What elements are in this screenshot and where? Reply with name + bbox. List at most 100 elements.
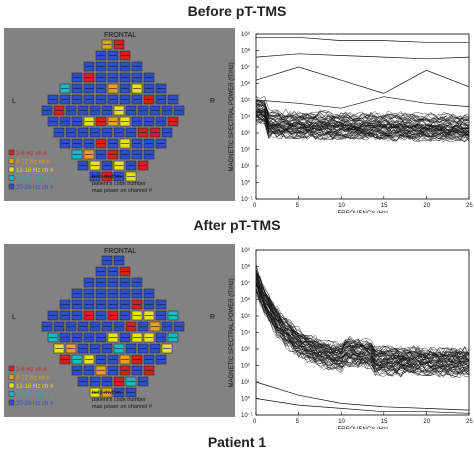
y-tick-label: 10⁰ [241, 180, 251, 187]
spectrum-line [255, 278, 470, 362]
spectrum-line [255, 116, 470, 141]
y-axis-label: MAGNETIC SPECTRAL POWER (fT/Hz) [229, 62, 235, 171]
spectrum-line [255, 118, 470, 142]
before-title: Before pT-TMS [187, 3, 287, 19]
y-tick-label: 10⁶ [241, 81, 251, 88]
x-axis-label: FREQUENCY (Hz) [338, 427, 389, 429]
x-tick-label: 0 [253, 203, 257, 209]
spectrum-line [255, 101, 470, 124]
y-tick-label: 10⁰ [241, 396, 251, 403]
x-tick-label: 20 [423, 419, 430, 425]
legend-swatch [8, 399, 15, 406]
y-tick-label: 10² [241, 364, 250, 370]
y-tick-label: 10⁸ [241, 264, 251, 271]
legend-swatch [8, 175, 15, 181]
sensor-map-svg-after: FRONTAL L R 2-8 Hz ch # 8-12 Hz ch # 12-16… [8, 248, 215, 410]
spectrum-line [255, 282, 470, 371]
y-tick-label: 10⁶ [241, 297, 251, 304]
info-line: max power on channel # [92, 188, 153, 194]
spectrum-line [255, 119, 470, 143]
info-line: beta rhythm [92, 174, 121, 180]
spectrum-line [255, 102, 470, 126]
outlier-line [255, 66, 470, 94]
legend-label: 12-16 Hz ch # [16, 168, 54, 174]
y-tick-label: 10⁷ [241, 280, 250, 287]
y-tick-label: 10¹ [241, 164, 250, 170]
spectrum-line [255, 275, 470, 367]
x-tick-label: 20 [423, 203, 430, 209]
spectrum-line [255, 287, 469, 378]
spectrum-line [255, 100, 470, 126]
band-legend: 2-8 Hz ch # 8-12 Hz ch # 12-16 Hz ch # 16-2… [8, 149, 54, 191]
frontal-label: FRONTAL [104, 32, 136, 39]
info-line: patient's code number [92, 181, 146, 187]
spectrum-line [255, 284, 470, 368]
legend-swatch [8, 149, 15, 156]
y-tick-label: 10⁵ [241, 313, 251, 320]
legend-label: 16-20 Hz ch # [16, 177, 54, 183]
spectrum-line [255, 108, 470, 133]
x-tick-label: 0 [253, 419, 257, 425]
spectrum-line [255, 104, 470, 129]
right-label: R [210, 98, 215, 105]
spectrum-line [255, 105, 470, 129]
legend-label: 16-20 Hz ch # [16, 393, 54, 399]
y-axis-label: MAGNETIC SPECTRAL POWER (fT/Hz) [229, 278, 235, 387]
info-line: patient's code number [92, 397, 146, 403]
spectrum-svg-before: 0 5 10 15 20 25 10⁻¹ 10⁰ 10¹ 10² 10³ 10⁴ 10⁵ 10⁶ 10⁷ 10… [229, 31, 473, 213]
spectrum-line [255, 99, 470, 122]
x-tick-label: 15 [381, 203, 388, 209]
y-tick-label: 10⁴ [241, 114, 251, 121]
y-tick-label: 10⁻¹ [241, 197, 253, 203]
legend-label: 20-26 Hz ch # [16, 401, 54, 407]
y-tick-label: 10³ [241, 131, 250, 137]
legend-label: 12-16 Hz ch # [16, 384, 54, 390]
spectrum-line [255, 270, 470, 359]
y-tick-label: 10¹ [241, 380, 250, 386]
spectrum-chart-before: 0 5 10 15 20 25 10⁻¹ 10⁰ 10¹ 10² 10³ 10⁴ 10⁵ 10⁶ 10⁷ 10… [224, 28, 474, 213]
spectrum-line [255, 114, 470, 139]
outlier-line [255, 398, 470, 414]
sensor-grid [41, 39, 185, 182]
outlier-line [256, 36, 469, 43]
patient-title: Patient 1 [207, 434, 267, 450]
spectrum-chart-after: 0 5 10 15 20 25 10⁻¹ 10⁰ 10¹ 10² 10³ 10⁴ 10⁵ 10⁶ 10⁷ 10… [224, 244, 474, 429]
spectrum-line [255, 281, 470, 373]
spectrum-line [255, 100, 470, 122]
legend-swatch [8, 166, 15, 173]
x-axis-label: FREQUENCY (Hz) [338, 211, 389, 213]
spectrum-line [255, 118, 470, 142]
legend-label: 20-26 Hz ch # [16, 185, 54, 191]
spectrum-line [255, 110, 470, 134]
band-legend: 2-8 Hz ch # 8-12 Hz ch # 12-16 Hz ch # 16-2… [8, 365, 54, 407]
y-tick-label: 10² [241, 148, 250, 154]
y-tick-label: 10⁸ [241, 48, 251, 55]
legend-swatch [8, 365, 15, 372]
legend-swatch [8, 158, 15, 164]
left-label: L [12, 98, 16, 105]
legend-swatch [8, 382, 15, 389]
y-tick-label: 10⁵ [241, 97, 251, 104]
after-title: After pT-TMS [193, 217, 281, 233]
x-tick-label: 10 [338, 419, 345, 425]
x-tick-label: 25 [466, 419, 473, 425]
x-tick-label: 10 [338, 203, 345, 209]
x-tick-label: 5 [296, 419, 300, 425]
left-label: L [12, 314, 16, 321]
y-tick-label: 10⁹ [241, 247, 251, 254]
sensor-map-svg-before: FRONTAL L R 2-8 Hz ch # 8-12 Hz ch # 12-16… [8, 32, 215, 194]
spectrum-line [255, 113, 470, 138]
y-tick-label: 10³ [241, 347, 250, 353]
right-label: R [210, 314, 215, 321]
legend-label: 8-12 Hz ch # [16, 160, 51, 166]
y-tick-label: 10⁹ [241, 31, 251, 38]
x-tick-label: 5 [296, 203, 300, 209]
sensor-map-after: FRONTAL L R 2-8 Hz ch # 8-12 Hz ch # 12-16… [4, 244, 235, 417]
outlier-line [255, 53, 470, 60]
outlier-line [255, 381, 470, 411]
y-tick-label: 10⁴ [241, 330, 251, 337]
x-tick-label: 15 [381, 419, 388, 425]
legend-swatch [8, 391, 15, 397]
